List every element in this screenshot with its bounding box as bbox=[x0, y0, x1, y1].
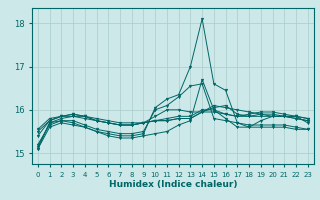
X-axis label: Humidex (Indice chaleur): Humidex (Indice chaleur) bbox=[108, 180, 237, 189]
